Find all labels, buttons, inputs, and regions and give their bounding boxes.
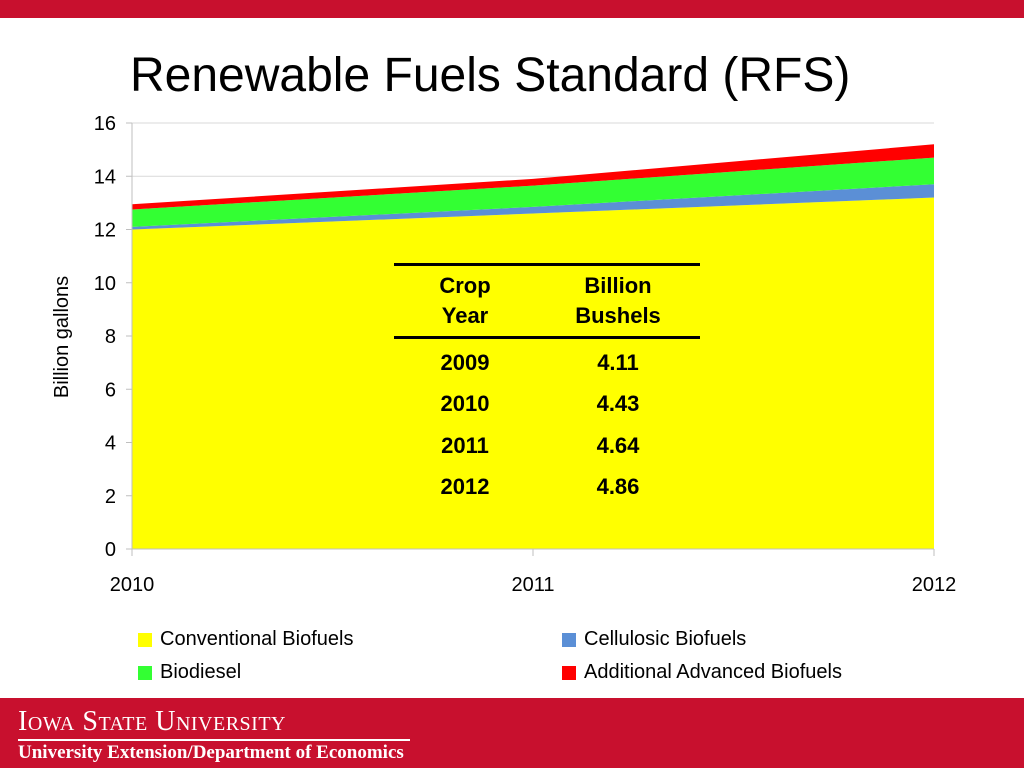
y-tick-label: 6: [105, 379, 116, 401]
y-tick-label: 10: [94, 273, 116, 295]
table-row: 2012 4.86: [394, 467, 700, 509]
area-biodiesel: [132, 157, 934, 227]
area-additional-advanced-biofuels: [132, 144, 934, 210]
legend-swatch: [562, 632, 576, 647]
x-tick-label: 2010: [110, 574, 155, 596]
legend-cellulosic-biofuels: Cellulosic Biofuels: [562, 628, 746, 651]
table-row: 2009 4.11: [394, 342, 700, 384]
y-tick-label: 4: [105, 433, 116, 455]
legend-label: Cellulosic Biofuels: [584, 628, 747, 650]
x-tick-label: 2011: [511, 574, 554, 596]
crop-table: Crop Year Billion Bushels 2009 4.11 2010…: [394, 263, 700, 508]
area-series: [132, 144, 934, 550]
table-row: 2011 4.64: [394, 425, 700, 467]
cell-year: 2009: [440, 349, 490, 375]
legend-swatch: [138, 665, 152, 680]
cell-bushels: 4.64: [596, 432, 640, 458]
legend-label: Additional Advanced Biofuels: [584, 661, 842, 683]
footer-bar: Iowa State University University Extensi…: [0, 698, 1024, 768]
cell-bushels: 4.86: [596, 474, 640, 500]
x-tick-label: 2012: [912, 574, 957, 596]
header-billion-bushels: Billion Bushels: [536, 271, 700, 331]
footer-divider: [18, 739, 410, 741]
header-line: Bushels: [575, 303, 661, 328]
header-crop-year: Crop Year: [394, 271, 536, 331]
table-header: Crop Year Billion Bushels: [394, 266, 700, 336]
cell-year: 2011: [441, 432, 489, 458]
cell-bushels: 4.11: [597, 349, 639, 375]
y-tick-label: 16: [94, 113, 116, 135]
legend-label: Conventional Biofuels: [160, 628, 354, 650]
y-axis-label: Billion gallons: [51, 276, 73, 398]
area-conventional-biofuels: [132, 197, 934, 550]
y-tick-label: 0: [105, 539, 116, 561]
legend-swatch: [138, 632, 152, 647]
header-line: Year: [441, 303, 489, 328]
legend-swatch: [562, 665, 576, 680]
slide-title: Renewable Fuels Standard (RFS): [130, 49, 851, 102]
cell-bushels: 4.43: [596, 391, 640, 417]
legend-label: Biodiesel: [160, 661, 242, 683]
table-body: 2009 4.11 2010 4.43 2011 4.64 2012 4.86: [394, 339, 700, 508]
cell-year: 2010: [440, 391, 490, 417]
y-tick-label: 8: [105, 326, 116, 348]
top-accent-bar: [0, 0, 1024, 18]
header-line: Billion: [584, 273, 652, 298]
y-tick-label: 14: [94, 166, 116, 188]
department-name: University Extension/Department of Econo…: [18, 742, 404, 763]
y-tick-label: 12: [94, 220, 116, 242]
legend-conventional-biofuels: Conventional Biofuels: [138, 628, 353, 651]
stacked-area-chart: 0 2 4 6 8 10 12 14 16 2010 2011 2012 Billion gallon…: [51, 113, 957, 596]
university-wordmark: Iowa State University: [18, 706, 286, 737]
cell-year: 2012: [440, 474, 490, 500]
y-tick-label: 2: [105, 486, 116, 508]
table-header-rule: [394, 336, 700, 339]
table-top-rule: [394, 263, 700, 266]
legend-additional-advanced-biofuels: Additional Advanced Biofuels: [562, 661, 842, 684]
header-line: Crop: [439, 273, 491, 298]
axes: 0 2 4 6 8 10 12 14 16 2010 2011 2012: [94, 113, 957, 596]
legend-biodiesel: Biodiesel: [138, 661, 241, 684]
table-row: 2010 4.43: [394, 384, 700, 426]
